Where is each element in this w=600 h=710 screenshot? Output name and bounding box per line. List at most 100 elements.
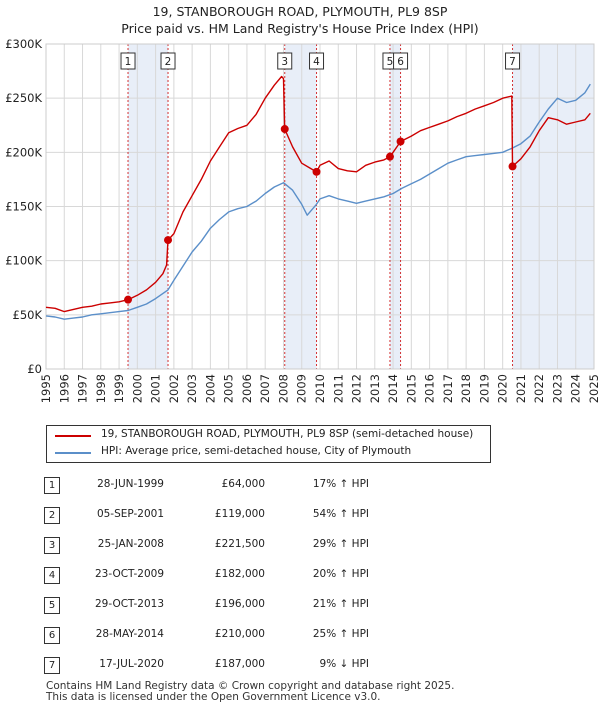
y-tick-label: £150K [5, 200, 42, 214]
x-tick-label: 1997 [76, 374, 90, 403]
y-tick-label: £200K [5, 145, 42, 159]
x-tick-label: 2020 [496, 374, 510, 403]
sale-label-box [393, 52, 409, 70]
sale-label-number: 4 [313, 56, 320, 68]
hpi-line-swatch [55, 452, 91, 454]
sale-price: £182,000 [214, 568, 265, 580]
sale-label-number: 3 [281, 56, 288, 68]
x-tick-label: 2017 [441, 374, 455, 403]
sale-point [508, 162, 517, 171]
sale-row: 2 05-SEP-2001 £119,000 54% ↑ HPI [0, 507, 600, 525]
x-tick-label: 1998 [94, 374, 108, 403]
sale-label-number: 7 [509, 56, 516, 68]
footer-attribution: Contains HM Land Registry data © Crown c… [46, 681, 454, 703]
sale-hpi-change: 54% ↑ HPI [312, 508, 369, 520]
x-tick-label: 2010 [313, 374, 327, 403]
sale-number-badge: 5 [44, 597, 60, 614]
x-tick-label: 2012 [350, 374, 364, 403]
sale-number-badge: 6 [44, 627, 60, 644]
x-tick-label: 2016 [423, 374, 437, 403]
y-tick-label: £300K [5, 37, 42, 51]
sale-label-number: 6 [397, 56, 404, 68]
x-tick-label: 2011 [331, 374, 345, 403]
x-tick-label: 2013 [368, 374, 382, 403]
sale-row: 3 25-JAN-2008 £221,500 29% ↑ HPI [0, 537, 600, 555]
sale-hpi-change: 25% ↑ HPI [312, 628, 369, 640]
sale-row: 6 28-MAY-2014 £210,000 25% ↑ HPI [0, 627, 600, 645]
hpi-line [45, 83, 591, 320]
sale-hpi-change: 21% ↑ HPI [312, 598, 369, 610]
sale-price: £196,000 [214, 598, 265, 610]
chart-legend: 19, STANBOROUGH ROAD, PLYMOUTH, PL9 8SP … [46, 425, 491, 463]
x-tick-label: 2000 [130, 374, 144, 403]
sale-date: 05-SEP-2001 [96, 508, 164, 520]
x-tick-label: 2019 [477, 374, 491, 403]
x-tick-label: 1995 [39, 374, 53, 403]
y-tick-label: £50K [13, 308, 43, 322]
sale-date: 25-JAN-2008 [97, 538, 164, 550]
sale-price: £187,000 [214, 658, 265, 670]
sale-label-number: 1 [125, 56, 132, 68]
sale-price: £210,000 [214, 628, 265, 640]
x-tick-label: 2006 [240, 374, 254, 403]
x-tick-label: 2007 [258, 374, 272, 403]
x-tick-label: 2015 [404, 374, 418, 403]
sale-row: 1 28-JUN-1999 £64,000 17% ↑ HPI [0, 477, 600, 495]
sale-number-badge: 1 [44, 477, 60, 494]
x-tick-label: 2008 [276, 374, 290, 403]
chart-title: 19, STANBOROUGH ROAD, PLYMOUTH, PL9 8SP [152, 4, 448, 19]
x-tick-label: 2005 [222, 374, 236, 403]
sale-point [280, 125, 289, 134]
sale-price: £221,500 [214, 538, 265, 550]
x-tick-label: 2024 [569, 374, 583, 403]
sale-point [396, 137, 405, 146]
price-chart: £0 £50K £100K £150K £200K £250K £300K 1995 1996 1… [5, 37, 600, 403]
y-tick-label: £100K [5, 254, 42, 268]
sale-hpi-change: 20% ↑ HPI [312, 568, 369, 580]
sale-label-box [160, 52, 176, 70]
chart-subtitle: Price paid vs. HM Land Registry's House … [121, 21, 479, 36]
sale-label-box [505, 52, 521, 70]
x-tick-label: 2001 [149, 374, 163, 403]
sale-hpi-change: 29% ↑ HPI [312, 538, 369, 550]
sale-label-box [309, 52, 325, 70]
x-tick-label: 2004 [203, 374, 217, 403]
sale-row: 5 29-OCT-2013 £196,000 21% ↑ HPI [0, 597, 600, 615]
sale-point [124, 295, 133, 304]
sale-point [312, 167, 321, 176]
sale-label-number: 5 [387, 56, 394, 68]
x-tick-label: 2002 [167, 374, 181, 403]
sale-hpi-change: 17% ↑ HPI [312, 478, 369, 490]
x-tick-label: 2003 [185, 374, 199, 403]
y-tick-label: £0 [27, 362, 42, 376]
x-tick-label: 2018 [459, 374, 473, 403]
footer-licence: This data is licensed under the Open Gov… [46, 691, 381, 703]
x-tick-label: 1999 [112, 374, 126, 403]
plot-border [45, 43, 595, 370]
x-tick-label: 2009 [295, 374, 309, 403]
x-tick-label: 2025 [587, 374, 600, 403]
x-tick-label: 2022 [532, 374, 546, 403]
sale-price: £64,000 [221, 478, 265, 490]
x-tick-label: 2021 [514, 374, 528, 403]
sale-point [164, 236, 173, 245]
sale-hpi-change: 9% ↓ HPI [319, 658, 369, 670]
sale-date: 29-OCT-2013 [95, 598, 164, 610]
sale-date: 28-JUN-1999 [97, 478, 164, 490]
legend-label-property: 19, STANBOROUGH ROAD, PLYMOUTH, PL9 8SP … [101, 428, 474, 440]
sale-number-badge: 3 [44, 537, 60, 554]
sale-label-box [277, 52, 293, 70]
x-tick-label: 2023 [550, 374, 564, 403]
sale-number-badge: 4 [44, 567, 60, 584]
property-line-swatch [55, 435, 91, 437]
sale-date: 23-OCT-2009 [95, 568, 164, 580]
x-tick-label: 1996 [57, 374, 71, 403]
sale-row: 4 23-OCT-2009 £182,000 20% ↑ HPI [0, 567, 600, 585]
sale-label-box [120, 52, 136, 70]
sale-date: 17-JUL-2020 [99, 658, 164, 670]
sale-number-badge: 7 [44, 657, 60, 674]
x-tick-label: 2014 [386, 374, 400, 403]
sale-date: 28-MAY-2014 [95, 628, 164, 640]
sale-label-number: 2 [165, 56, 172, 68]
y-tick-label: £250K [5, 91, 42, 105]
